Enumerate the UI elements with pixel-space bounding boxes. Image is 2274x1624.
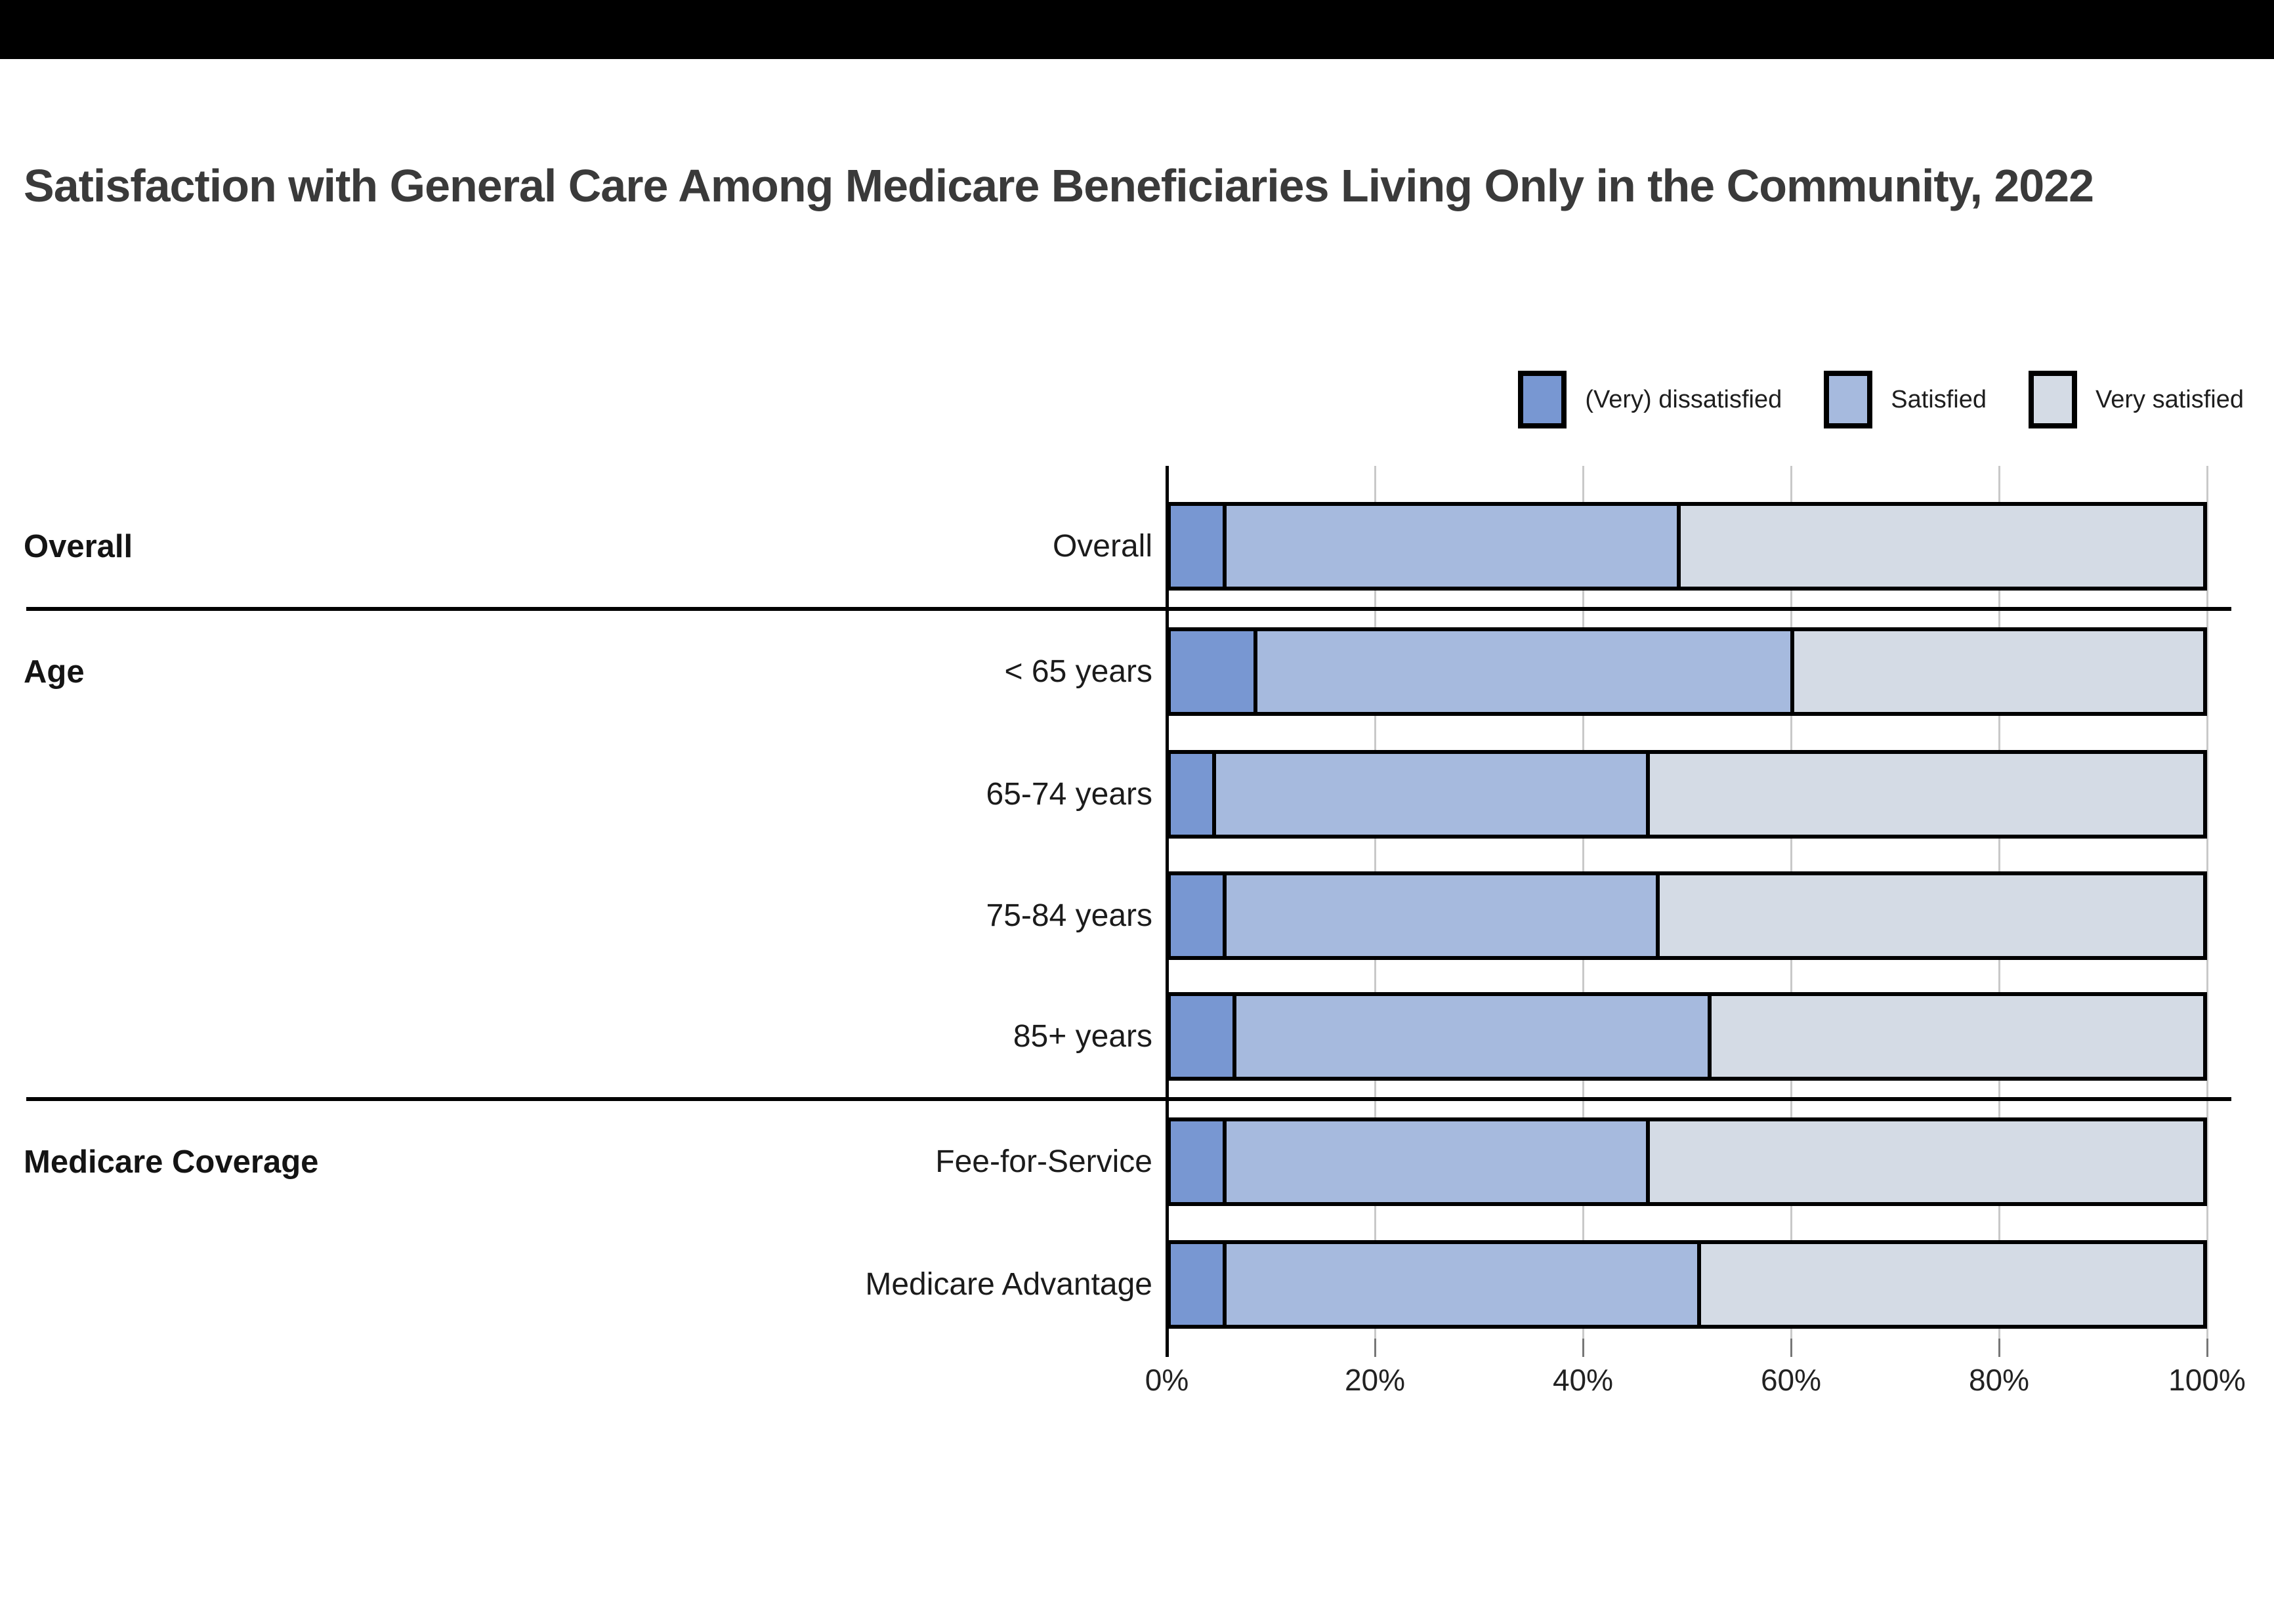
row-label-fee-for-service: Fee-for-Service xyxy=(935,1144,1152,1179)
row-label-65-74-years: 65-74 years xyxy=(986,777,1152,812)
row-label-85-years: 85+ years xyxy=(1013,1019,1152,1054)
x-axis-tick-label: 100% xyxy=(2168,1363,2246,1397)
row-label-75-84-years: 75-84 years xyxy=(986,898,1152,933)
stacked-bar--65-years xyxy=(1167,627,2207,716)
bar-segment--very-dissatisfied xyxy=(1171,506,1223,587)
bar-segment-satisfied xyxy=(1222,1244,1698,1325)
group-label-overall: Overall xyxy=(24,528,133,564)
x-axis-tick-label: 20% xyxy=(1344,1363,1406,1397)
legend-swatch-icon xyxy=(1824,371,1873,428)
stacked-bar-overall xyxy=(1167,502,2207,591)
bar-segment-very-satisfied xyxy=(1645,754,2203,835)
bar-segment-satisfied xyxy=(1211,754,1646,835)
bar-segment--very-dissatisfied xyxy=(1171,996,1233,1077)
row-label--65-years: < 65 years xyxy=(1004,654,1152,689)
group-label-medicare-coverage: Medicare Coverage xyxy=(24,1144,319,1180)
stacked-bar-medicare-advantage xyxy=(1167,1240,2207,1329)
bar-segment-satisfied xyxy=(1222,875,1656,956)
group-label-age: Age xyxy=(24,654,85,690)
bar-segment--very-dissatisfied xyxy=(1171,1244,1223,1325)
legend-item-label: (Very) dissatisfied xyxy=(1585,385,1782,413)
stacked-bar-fee-for-service xyxy=(1167,1117,2207,1206)
legend-swatch-icon xyxy=(1518,371,1567,428)
x-tick-100 xyxy=(2206,1339,2208,1357)
stacked-bar-65-74-years xyxy=(1167,750,2207,839)
legend: (Very) dissatisfied Satisfied Very satisfi… xyxy=(1518,371,2244,428)
bar-segment--very-dissatisfied xyxy=(1171,631,1253,712)
legend-item-2: Satisfied xyxy=(1824,371,1987,428)
section-separator xyxy=(26,607,2231,611)
bar-segment-satisfied xyxy=(1232,996,1708,1077)
bar-segment-satisfied xyxy=(1222,506,1677,587)
bar-segment-satisfied xyxy=(1253,631,1790,712)
bar-segment-very-satisfied xyxy=(1645,1121,2203,1202)
x-axis-tick-label: 60% xyxy=(1760,1363,1822,1397)
x-tick-20 xyxy=(1374,1339,1376,1357)
x-tick-40 xyxy=(1582,1339,1584,1357)
bar-segment-very-satisfied xyxy=(1707,996,2203,1077)
bar-segment-very-satisfied xyxy=(1697,1244,2203,1325)
y-axis-line xyxy=(1166,466,1169,1357)
bar-segment--very-dissatisfied xyxy=(1171,754,1212,835)
row-label-overall: Overall xyxy=(1052,529,1152,564)
legend-item-1: (Very) dissatisfied xyxy=(1518,371,1782,428)
bar-segment--very-dissatisfied xyxy=(1171,1121,1223,1202)
x-axis-tick-label: 0% xyxy=(1145,1363,1189,1397)
bar-segment-very-satisfied xyxy=(1656,875,2203,956)
row-label-medicare-advantage: Medicare Advantage xyxy=(865,1267,1152,1302)
x-axis-tick-label: 40% xyxy=(1552,1363,1614,1397)
legend-item-3: Very satisfied xyxy=(2029,371,2244,428)
bar-segment--very-dissatisfied xyxy=(1171,875,1223,956)
section-separator xyxy=(26,1097,2231,1101)
x-tick-80 xyxy=(1998,1339,2000,1357)
top-black-bar xyxy=(0,0,2274,59)
legend-item-label: Very satisfied xyxy=(2095,385,2244,413)
stacked-bar-75-84-years xyxy=(1167,871,2207,960)
bar-segment-satisfied xyxy=(1222,1121,1646,1202)
legend-item-label: Satisfied xyxy=(1891,385,1987,413)
bar-segment-very-satisfied xyxy=(1676,506,2203,587)
x-tick-60 xyxy=(1790,1339,1792,1357)
x-gridline-100 xyxy=(2206,466,2208,1339)
x-axis-tick-label: 80% xyxy=(1968,1363,2030,1397)
chart-title: Satisfaction with General Care Among Med… xyxy=(24,160,2094,211)
stacked-bar-85-years xyxy=(1167,992,2207,1081)
bar-segment-very-satisfied xyxy=(1790,631,2203,712)
legend-swatch-icon xyxy=(2029,371,2077,428)
